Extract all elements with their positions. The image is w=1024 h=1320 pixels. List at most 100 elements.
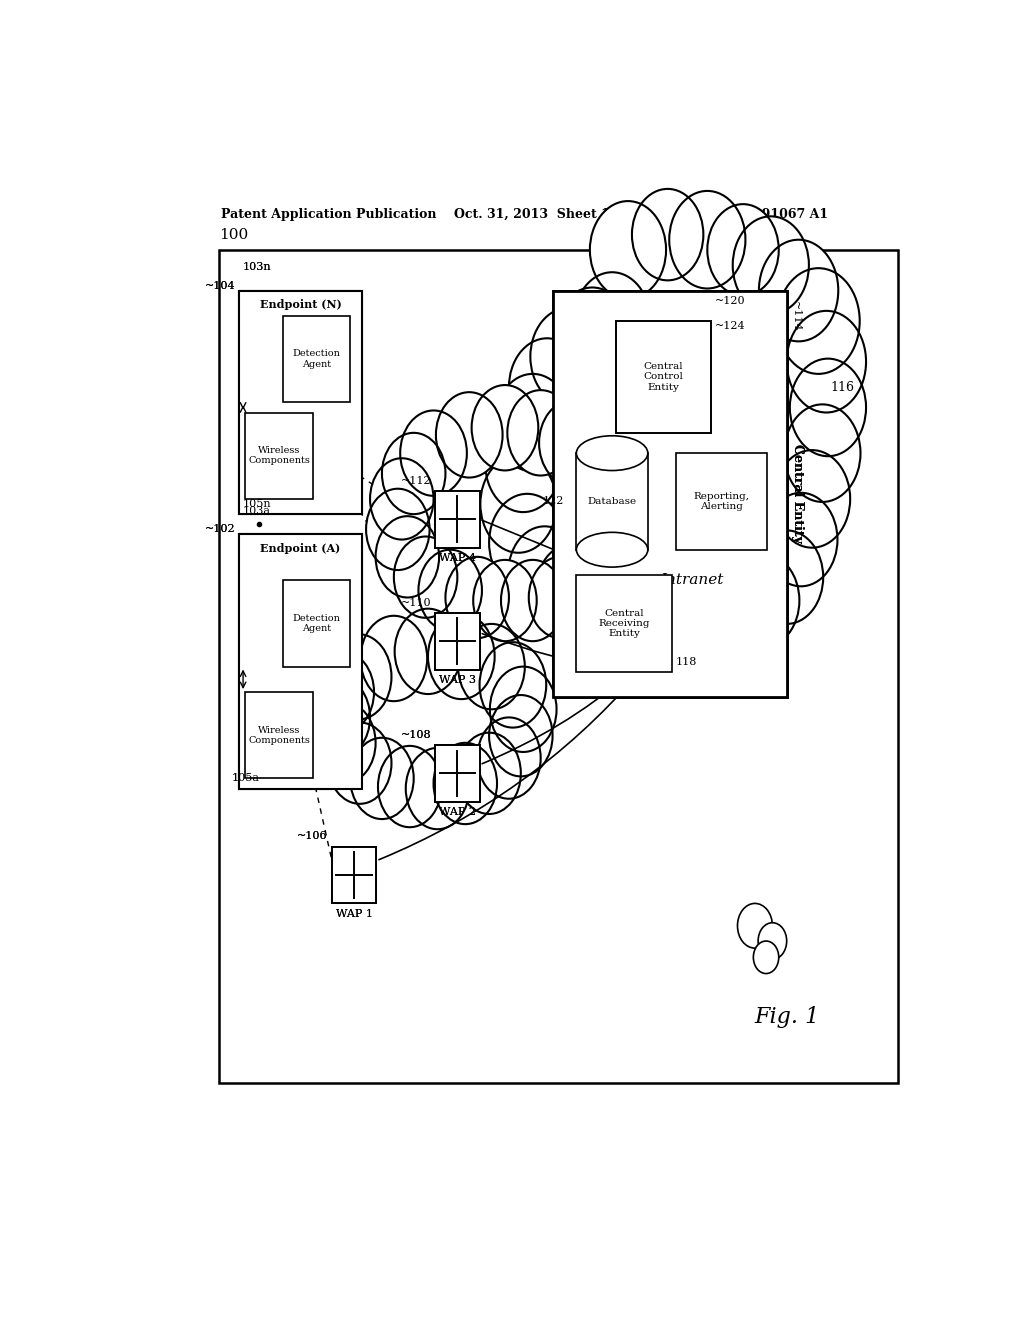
Text: WAP 3: WAP 3 <box>439 675 476 685</box>
Text: ~108: ~108 <box>400 730 431 739</box>
Circle shape <box>325 634 391 719</box>
Text: Central
Control
Entity: Central Control Entity <box>644 362 684 392</box>
Circle shape <box>777 268 860 374</box>
Text: ~112: ~112 <box>400 475 431 486</box>
Text: Reporting,
Alerting: Reporting, Alerting <box>693 492 750 511</box>
Circle shape <box>445 557 509 638</box>
Text: WAP 2: WAP 2 <box>439 807 476 817</box>
Circle shape <box>726 554 800 647</box>
Bar <box>577 576 672 672</box>
Bar <box>246 412 313 499</box>
Circle shape <box>477 718 541 799</box>
Circle shape <box>774 450 850 548</box>
Circle shape <box>612 458 676 540</box>
Bar <box>577 453 648 549</box>
Bar <box>283 581 350 667</box>
Bar <box>616 321 712 433</box>
Text: ~104: ~104 <box>205 281 236 290</box>
Text: 122: 122 <box>543 496 564 507</box>
Circle shape <box>489 696 553 776</box>
Circle shape <box>310 651 374 733</box>
Circle shape <box>366 488 430 570</box>
Text: Database: Database <box>588 496 637 506</box>
Bar <box>435 491 479 548</box>
Text: Central
Receiving
Entity: Central Receiving Entity <box>598 609 650 639</box>
Circle shape <box>670 191 745 289</box>
Circle shape <box>479 643 546 727</box>
Ellipse shape <box>577 532 648 568</box>
Text: Endpoint (N): Endpoint (N) <box>260 298 341 310</box>
Text: Central
Receiving
Entity: Central Receiving Entity <box>598 609 650 639</box>
Circle shape <box>458 624 525 709</box>
Text: WAP 1: WAP 1 <box>336 908 373 919</box>
Circle shape <box>564 560 636 651</box>
Text: Detection
Agent: Detection Agent <box>293 350 340 368</box>
Text: ~120: ~120 <box>715 296 745 306</box>
Circle shape <box>708 205 779 296</box>
Circle shape <box>574 272 650 370</box>
Bar <box>435 744 479 801</box>
Text: 105a: 105a <box>231 774 259 784</box>
Text: 116: 116 <box>830 380 854 393</box>
Text: 103n: 103n <box>243 263 271 272</box>
Circle shape <box>701 569 774 663</box>
Text: Endpoint (A): Endpoint (A) <box>260 543 341 553</box>
Text: ~120: ~120 <box>715 296 745 306</box>
Text: 118: 118 <box>676 656 697 667</box>
Text: ~114: ~114 <box>791 301 801 331</box>
Text: ~124: ~124 <box>715 321 745 331</box>
Circle shape <box>495 374 570 471</box>
Circle shape <box>400 411 467 496</box>
Text: Wireless
Components: Wireless Components <box>248 446 310 466</box>
Bar <box>283 315 350 403</box>
Text: Central Entity: Central Entity <box>791 445 804 544</box>
Circle shape <box>758 923 786 960</box>
Text: 100: 100 <box>219 228 249 242</box>
Circle shape <box>428 614 495 700</box>
Circle shape <box>489 667 557 752</box>
Text: WAP 2: WAP 2 <box>439 807 476 817</box>
Bar <box>676 453 767 549</box>
Circle shape <box>378 746 441 828</box>
Circle shape <box>382 433 445 515</box>
Circle shape <box>394 609 461 694</box>
Text: WAP 3: WAP 3 <box>439 675 476 685</box>
Text: Wireless
Components: Wireless Components <box>248 726 310 744</box>
Text: ~112: ~112 <box>400 475 431 486</box>
Circle shape <box>507 391 574 475</box>
Bar <box>577 576 672 672</box>
Text: ~104: ~104 <box>205 281 236 290</box>
Bar <box>553 290 786 697</box>
Circle shape <box>582 536 645 618</box>
Circle shape <box>433 743 497 824</box>
Circle shape <box>306 677 370 758</box>
Circle shape <box>784 404 860 502</box>
Text: ~102: ~102 <box>205 524 236 535</box>
Circle shape <box>370 458 433 540</box>
Circle shape <box>328 722 391 804</box>
Circle shape <box>360 615 427 701</box>
Circle shape <box>754 941 779 974</box>
Circle shape <box>472 385 539 470</box>
Circle shape <box>508 527 582 620</box>
Circle shape <box>790 359 866 457</box>
Text: 105n: 105n <box>243 499 271 510</box>
Bar <box>246 692 313 779</box>
Circle shape <box>312 702 376 784</box>
Text: 103n: 103n <box>243 263 271 272</box>
Circle shape <box>528 557 592 638</box>
Circle shape <box>480 455 557 553</box>
Bar <box>283 581 350 667</box>
Ellipse shape <box>577 436 648 470</box>
Circle shape <box>536 544 609 638</box>
Circle shape <box>621 579 690 669</box>
Bar <box>219 249 898 1084</box>
Bar <box>240 535 362 788</box>
Text: ~114: ~114 <box>791 301 801 331</box>
Circle shape <box>539 400 606 486</box>
Text: Database: Database <box>588 496 637 506</box>
Bar <box>240 290 362 515</box>
Text: Fig. 1: Fig. 1 <box>754 1006 819 1028</box>
Circle shape <box>419 549 482 631</box>
Circle shape <box>600 516 664 598</box>
